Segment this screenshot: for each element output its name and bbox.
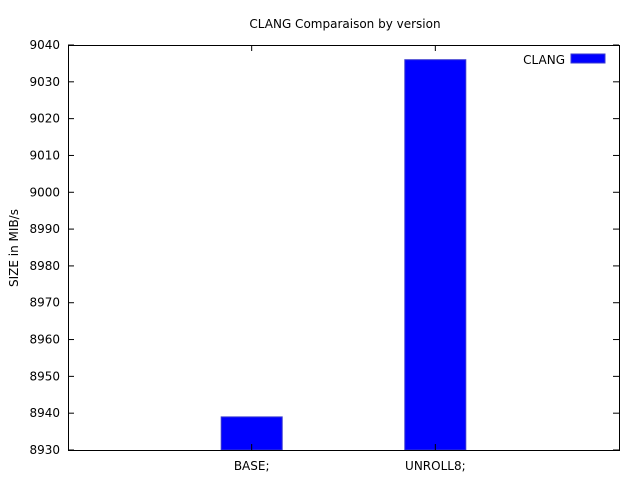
- plot-frame: [68, 45, 620, 451]
- y-tick-label: 9030: [29, 75, 60, 89]
- chart-title: CLANG Comparaison by version: [249, 17, 440, 31]
- y-axis-label: SIZE in MIB/s: [7, 209, 21, 287]
- y-tick-label: 8930: [29, 443, 60, 457]
- y-tick-label: 9010: [29, 148, 60, 162]
- y-tick-label: 8940: [29, 406, 60, 420]
- y-tick-label: 8990: [29, 222, 60, 236]
- y-tick-label: 8970: [29, 296, 60, 310]
- x-tick-label: BASE;: [234, 459, 270, 473]
- y-tick-label: 8950: [29, 369, 60, 383]
- ticks-group: BASE; UNROLL8; 8930 8940 8950 8960 8970 8980 899…: [29, 38, 619, 473]
- y-tick-label: 9020: [29, 112, 60, 126]
- legend-swatch: [570, 53, 606, 64]
- legend-label: CLANG: [523, 53, 565, 67]
- x-tick-label: UNROLL8;: [405, 459, 466, 473]
- y-tick-label: 8980: [29, 259, 60, 273]
- y-tick-label: 9000: [29, 185, 60, 199]
- y-tick-label: 9040: [29, 38, 60, 52]
- bars-group: [220, 59, 467, 451]
- legend: CLANG: [523, 53, 606, 67]
- y-tick-label: 8960: [29, 333, 60, 347]
- bar-unroll8: [404, 59, 467, 451]
